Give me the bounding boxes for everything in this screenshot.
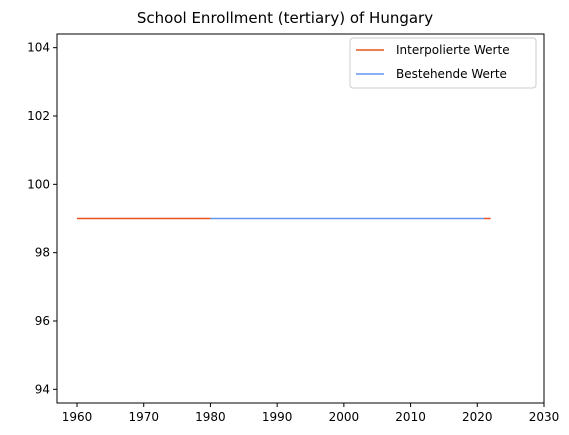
legend-box (349, 37, 537, 89)
x-tick-label: 2030 (529, 410, 560, 424)
y-tick-label: 104 (27, 41, 50, 55)
legend-label-0: Interpolierte Werte (396, 43, 510, 57)
y-axis: 94 96 98 100 102 104 (27, 41, 57, 396)
x-axis: 1960 1970 1980 1990 2000 2010 2020 2030 (62, 403, 560, 424)
y-tick-label: 100 (27, 177, 50, 191)
y-tick-label: 102 (27, 109, 50, 123)
y-tick-label: 96 (35, 314, 50, 328)
legend-label-1: Bestehende Werte (396, 67, 507, 81)
chart-title: School Enrollment (tertiary) of Hungary (137, 9, 433, 27)
x-tick-label: 1980 (195, 410, 226, 424)
x-tick-label: 1960 (62, 410, 93, 424)
x-tick-label: 1990 (262, 410, 293, 424)
y-tick-label: 94 (35, 382, 50, 396)
x-tick-label: 2010 (395, 410, 426, 424)
plot-frame (56, 33, 545, 404)
x-tick-label: 1970 (128, 410, 159, 424)
y-tick-label: 98 (35, 246, 50, 260)
x-tick-label: 2020 (462, 410, 493, 424)
x-tick-label: 2000 (329, 410, 360, 424)
legend: Interpolierte Werte Bestehende Werte (349, 37, 537, 89)
